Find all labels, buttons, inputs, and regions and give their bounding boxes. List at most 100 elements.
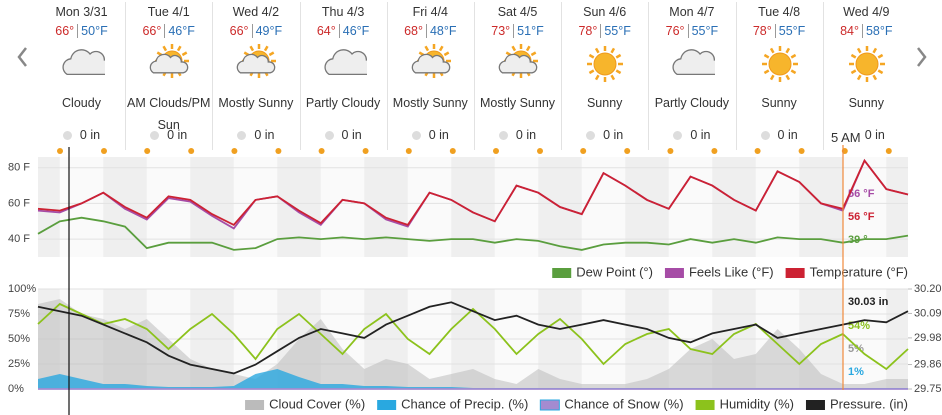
- cloud: [672, 49, 716, 76]
- low-temp: 51°F: [513, 24, 544, 38]
- weather-icon: [848, 46, 885, 82]
- high-temp: 64°: [316, 24, 336, 38]
- condition: Sunny: [761, 96, 797, 110]
- night-band: [38, 157, 60, 257]
- legend-swatch: [805, 400, 825, 410]
- day-column: Sun 4/6 78° 55°F Sunny 0 in: [561, 0, 648, 150]
- y-tick-label: 75%: [8, 308, 30, 320]
- day-column: Mon 3/31 66° 50°F Cloudy 0 in: [38, 0, 125, 150]
- current-label: 56 °F: [848, 188, 875, 200]
- low-temp: 55°F: [687, 24, 719, 38]
- current-label: 30.03 in: [848, 296, 889, 308]
- sun-marker: [57, 148, 63, 154]
- sun-marker: [362, 148, 369, 154]
- sun-ray: [269, 51, 275, 57]
- night-band: [799, 157, 821, 257]
- y-tick-label: 100%: [8, 283, 36, 295]
- sun-marker: [885, 148, 892, 154]
- cloud: [498, 53, 538, 74]
- current-label: 56 °F: [848, 211, 875, 223]
- sun-ray: [610, 47, 616, 54]
- next-arrow[interactable]: [917, 47, 927, 67]
- low-temp: 55°F: [774, 24, 806, 38]
- sun-ray: [177, 45, 182, 52]
- sun-marker: [318, 148, 325, 154]
- sun-ray: [877, 69, 884, 75]
- precip: 0 in: [561, 128, 648, 142]
- current-label: 1%: [848, 366, 864, 378]
- legend-label: Pressure. (in): [830, 396, 908, 411]
- sun-marker: [493, 148, 499, 154]
- cloud: [62, 49, 105, 76]
- y-tick-label: 25%: [8, 358, 30, 370]
- sun-marker: [275, 148, 282, 154]
- night-band: [473, 157, 495, 257]
- day-label: Fri 4/4: [412, 5, 449, 19]
- day-divider: [735, 2, 737, 150]
- y2-tick-label: 30.09: [914, 307, 942, 319]
- legend-swatch: [785, 268, 805, 278]
- night-band: [103, 157, 125, 257]
- legend-swatch: [695, 400, 715, 410]
- precip: 0 in: [474, 128, 561, 142]
- hi-lo: 64° 46°F: [300, 24, 387, 38]
- day-divider: [386, 2, 388, 150]
- sun-marker: [405, 148, 412, 154]
- hi-lo: 66° 49°F: [212, 24, 299, 38]
- cloud: [324, 49, 367, 76]
- sun-marker: [798, 148, 805, 154]
- weather-icon: [324, 49, 367, 76]
- day-divider: [125, 2, 127, 150]
- night-band: [277, 157, 299, 257]
- sun-ray: [872, 47, 877, 54]
- sun: [593, 52, 617, 76]
- sun-ray: [249, 45, 255, 52]
- hi-lo: 84° 58°F: [823, 24, 910, 38]
- day-divider: [474, 2, 475, 150]
- high-temp: 66°: [229, 24, 249, 38]
- day-column: Tue 4/1 66° 46°F AM Clouds/PM Sun 0 in: [125, 0, 212, 150]
- prev-arrow[interactable]: [17, 47, 27, 67]
- day-label: Wed 4/2: [232, 5, 280, 19]
- legend-label: Feels Like (°F): [689, 264, 774, 279]
- hi-lo: 73° 51°F: [474, 24, 561, 38]
- night-band: [125, 157, 147, 257]
- area: [38, 299, 908, 389]
- high-temp: 66°: [55, 24, 75, 38]
- high-temp: 84°: [840, 24, 859, 38]
- sun-ray: [511, 45, 517, 52]
- low-temp: 49°F: [251, 24, 283, 38]
- sun-ray: [769, 74, 775, 81]
- sun-ray: [525, 45, 531, 52]
- legend-label: Chance of Precip. (%): [401, 396, 528, 411]
- condition: Sunny: [586, 96, 623, 110]
- low-temp: 48°F: [425, 24, 457, 38]
- night-band: [647, 157, 669, 257]
- hi-lo: 68° 48°F: [387, 24, 474, 38]
- low-temp: 55°F: [600, 24, 631, 38]
- sun-ray: [877, 53, 884, 59]
- sun-ray: [763, 53, 769, 59]
- high-temp: 68°: [404, 24, 423, 38]
- weather-icon: [672, 49, 716, 76]
- day-column: Tue 4/8 78° 55°F Sunny 0 in: [736, 0, 823, 150]
- day-label: Tue 4/8: [758, 5, 801, 19]
- sun-marker: [580, 148, 587, 154]
- legend-swatch: [377, 400, 397, 410]
- current-label: 5%: [848, 343, 864, 355]
- night-band: [560, 157, 582, 257]
- sun-ray: [181, 51, 188, 57]
- sun-ray: [610, 74, 616, 81]
- sun-ray: [615, 53, 622, 59]
- sun-ray: [588, 53, 595, 59]
- weather-icon: [149, 44, 190, 78]
- sun-marker: [537, 148, 543, 154]
- y-tick-label: 80 F: [8, 162, 30, 174]
- sun-ray: [595, 47, 600, 54]
- day-label: Mon 4/7: [669, 5, 715, 19]
- y2-tick-label: 29.86: [914, 358, 942, 370]
- low-temp: 58°F: [861, 24, 893, 38]
- legend-label: Cloud Cover (%): [269, 396, 365, 411]
- sun-ray: [530, 51, 537, 57]
